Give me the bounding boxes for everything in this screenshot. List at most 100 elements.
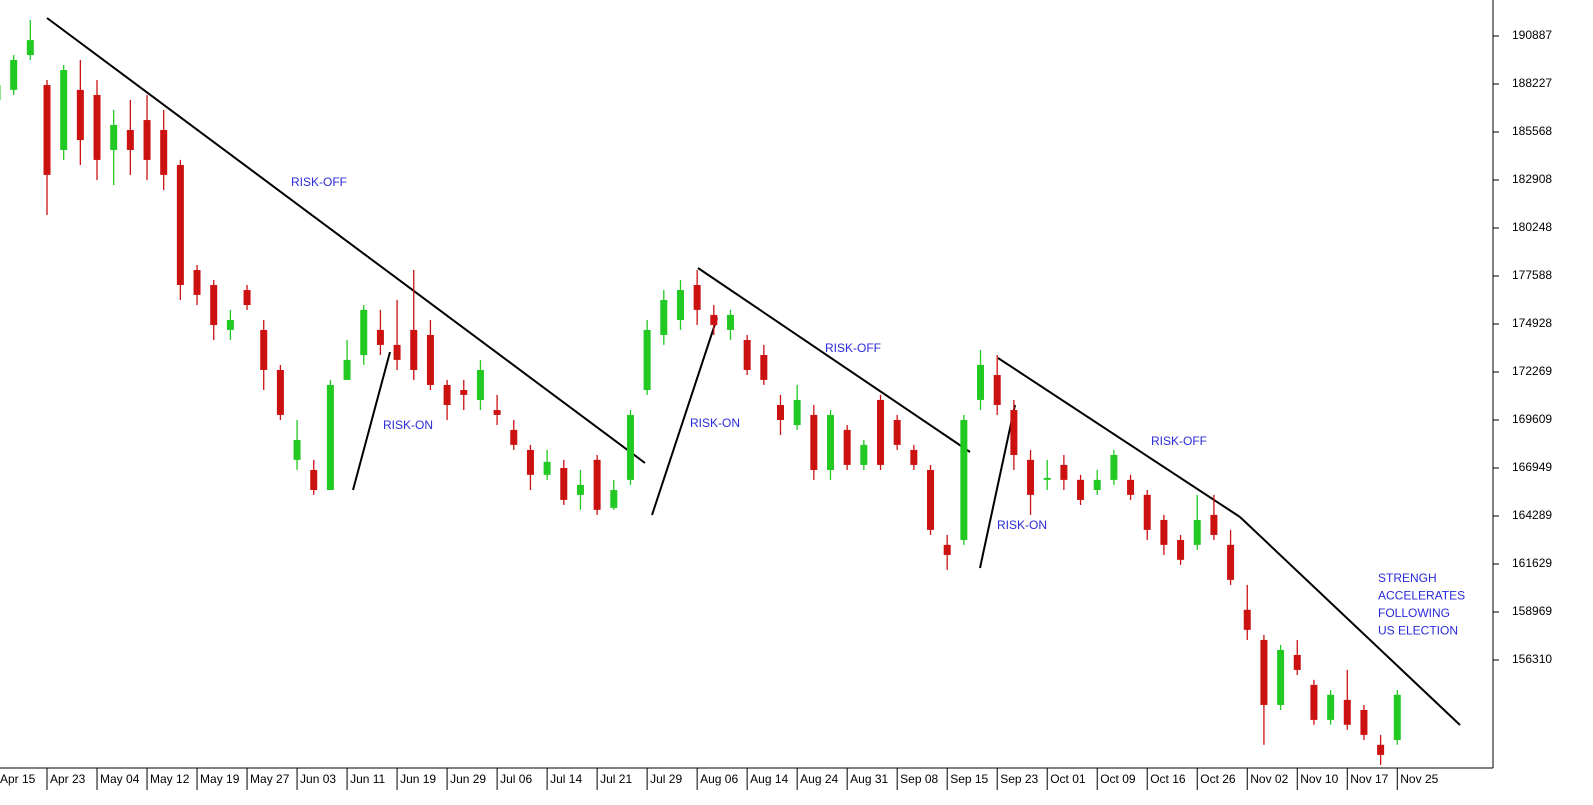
candle <box>760 344 768 385</box>
candle-body <box>860 444 868 465</box>
candle-body <box>610 489 618 508</box>
x-tick-label: Oct 16 <box>1150 772 1186 786</box>
candle-body <box>476 369 484 400</box>
candle-body <box>226 319 234 330</box>
candle <box>560 459 568 505</box>
y-tick-label: 174928 <box>1512 316 1552 330</box>
candle-body <box>26 40 34 56</box>
trend-line <box>352 351 391 491</box>
candle <box>326 379 334 490</box>
candle-body <box>410 329 418 370</box>
x-tick-label: Jun 19 <box>400 772 436 786</box>
x-tick-label: Nov 10 <box>1300 772 1338 786</box>
candle <box>593 454 601 515</box>
candle <box>710 305 718 335</box>
candle <box>476 359 484 411</box>
candle-body <box>843 429 851 465</box>
annotation: STRENGH <box>1378 571 1437 585</box>
candle <box>610 479 618 510</box>
trend-line <box>997 357 1241 518</box>
candle <box>93 79 101 180</box>
candle-body <box>160 129 168 175</box>
x-tick-label: Sep 08 <box>900 772 938 786</box>
candle <box>1243 584 1251 640</box>
x-tick-label: Apr 15 <box>0 772 36 786</box>
candle-body <box>943 544 951 555</box>
candle-body <box>793 399 801 426</box>
x-tick-label: Nov 17 <box>1350 772 1388 786</box>
y-tick-label: 172269 <box>1512 364 1552 378</box>
candle <box>893 414 901 450</box>
candle <box>626 410 634 485</box>
candle-body <box>1277 649 1285 705</box>
candle-body <box>276 369 284 415</box>
candle <box>1210 494 1218 540</box>
candle <box>376 309 384 356</box>
candle <box>1110 449 1118 485</box>
candle <box>793 384 801 430</box>
x-tick-label: Oct 26 <box>1200 772 1236 786</box>
candle-body <box>110 124 118 151</box>
candle <box>1293 639 1301 675</box>
candle <box>193 264 201 306</box>
candle-body <box>676 290 684 320</box>
x-tick-label: Oct 09 <box>1100 772 1136 786</box>
x-tick-label: May 04 <box>100 772 140 786</box>
candle <box>443 379 451 420</box>
candle-body <box>576 484 584 495</box>
candle-body <box>426 334 434 385</box>
candle-body <box>1127 479 1135 495</box>
x-tick-label: Aug 24 <box>800 772 838 786</box>
candle <box>1310 679 1318 725</box>
candle-body <box>660 299 668 335</box>
candle-body <box>810 414 818 470</box>
x-tick-label: May 12 <box>150 772 190 786</box>
candle <box>1093 469 1101 495</box>
candle-body <box>743 340 751 370</box>
annotation: RISK-OFF <box>825 341 881 355</box>
candle <box>176 159 184 300</box>
candle-body <box>1360 709 1368 735</box>
candle <box>343 340 351 380</box>
candle <box>910 444 918 470</box>
x-tick-label: Sep 15 <box>950 772 988 786</box>
candle-body <box>93 94 101 160</box>
candle <box>460 379 468 411</box>
annotation: FOLLOWING <box>1378 606 1450 620</box>
candle <box>293 419 301 470</box>
candle-body <box>1227 544 1235 580</box>
candle <box>110 109 118 186</box>
x-tick-label: Jul 14 <box>550 772 582 786</box>
candle <box>510 419 518 450</box>
candle <box>493 394 501 426</box>
candle-body <box>1010 410 1018 455</box>
candle-body <box>1260 639 1268 705</box>
candle-body <box>243 290 251 306</box>
candle <box>1377 734 1385 765</box>
candle-body <box>877 399 885 465</box>
candle <box>410 270 418 380</box>
x-tick-label: Sep 23 <box>1000 772 1038 786</box>
y-tick-label: 182908 <box>1512 172 1552 186</box>
candle <box>743 334 751 376</box>
x-tick-label: Apr 23 <box>50 772 86 786</box>
candle <box>810 404 818 480</box>
candle-body <box>693 284 701 310</box>
candle-body <box>910 449 918 465</box>
candle <box>860 440 868 470</box>
candle-body <box>1177 539 1185 560</box>
candle-body <box>1210 514 1218 535</box>
candle <box>26 20 34 60</box>
candle <box>660 290 668 345</box>
candle <box>526 444 534 490</box>
candle-body <box>760 355 768 380</box>
y-tick-label: 158969 <box>1512 604 1552 618</box>
x-tick-label: Nov 25 <box>1400 772 1438 786</box>
y-tick-label: 161629 <box>1512 556 1552 570</box>
candle <box>1277 644 1285 710</box>
candle-body <box>710 314 718 326</box>
candle-body <box>1327 694 1335 720</box>
candle-body <box>1243 609 1251 630</box>
candle <box>843 425 851 470</box>
candle-body <box>343 359 351 380</box>
